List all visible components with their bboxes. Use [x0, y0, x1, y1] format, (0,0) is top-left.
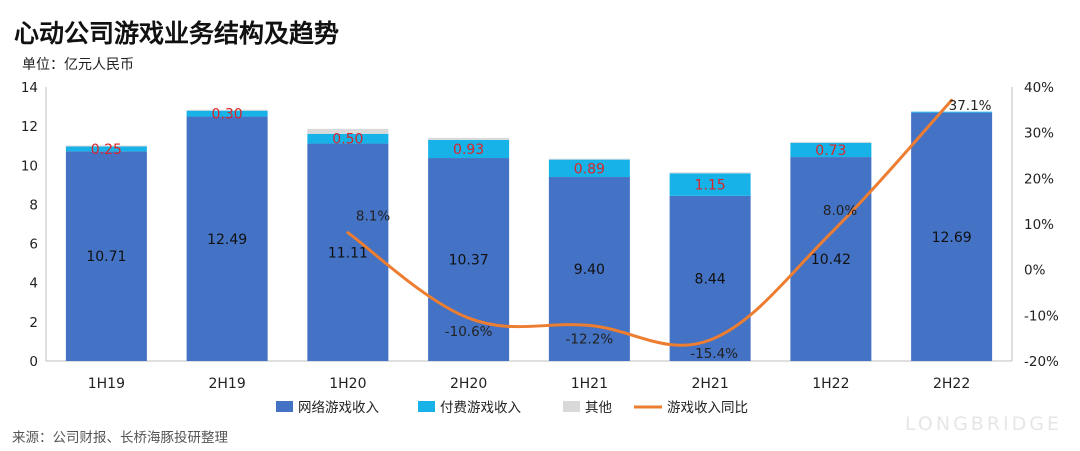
bar-other: [790, 141, 872, 143]
y-right-tick-label: 0%: [1024, 263, 1046, 279]
bar-paid-game: [669, 173, 751, 196]
bar-online-game: [428, 158, 510, 361]
bar-value-label-online: 10.42: [811, 252, 851, 268]
bar-paid-game: [307, 133, 389, 144]
bar-paid-game: [65, 146, 147, 152]
yoy-value-label: 37.1%: [949, 98, 992, 114]
x-category-label: 2H19: [209, 376, 246, 392]
y-left-tick-label: 4: [29, 276, 38, 292]
legend-yoy-label: 游戏收入同比: [667, 400, 748, 416]
bar-value-label-paid: 0.50: [332, 132, 363, 148]
x-category-label: 1H21: [571, 376, 608, 392]
bar-series: [65, 109, 993, 361]
legend-other-swatch: [563, 401, 580, 412]
x-category-label: 1H19: [88, 376, 125, 392]
bar-paid-game: [911, 111, 993, 113]
bar-value-label-online: 12.69: [932, 230, 972, 246]
yoy-value-label: 8.1%: [356, 209, 390, 225]
bar-value-label-paid: 1.15: [695, 178, 726, 194]
bar-value-label-paid: 0.25: [91, 142, 122, 158]
bar-value-label-online: 10.71: [86, 249, 126, 265]
chart-legend: 网络游戏收入 付费游戏收入 其他 游戏收入同比: [276, 400, 748, 416]
yoy-value-label: 8.0%: [823, 203, 857, 219]
bar-other: [548, 158, 630, 160]
watermark-logo: LONGBRIDGE: [905, 413, 1062, 435]
y-left-tick-label: 14: [21, 80, 38, 96]
bar-online-game: [669, 195, 751, 361]
y-left-tick-label: 2: [29, 315, 38, 331]
y-left-tick-label: 8: [29, 197, 38, 213]
bar-value-label-online: 8.44: [695, 271, 726, 287]
bar-value-label-paid: 0.73: [815, 143, 846, 159]
x-category-label: 2H20: [450, 376, 487, 392]
chart-axes: 0 2 4 6 8 10 12 14 -20% -10% 0% 10% 20% 30% 40% 1H19 2H1…: [21, 80, 1059, 392]
bar-other: [186, 109, 268, 111]
bar-value-label-paid: 0.93: [453, 142, 484, 158]
bar-value-label-online: 12.49: [207, 232, 247, 248]
unit-label: 单位：亿元人民币: [22, 57, 134, 73]
x-category-label: 1H22: [812, 376, 849, 392]
bar-paid-game: [186, 110, 268, 117]
bar-paid-game: [428, 139, 510, 159]
bar-paid-game: [548, 159, 630, 178]
x-category-label: 2H21: [692, 376, 729, 392]
y-right-tick-label: 10%: [1024, 217, 1054, 233]
legend-other-label: 其他: [585, 400, 612, 416]
x-category-label: 1H20: [329, 376, 366, 392]
bar-online-game: [911, 112, 993, 361]
bar-other: [428, 137, 510, 140]
bar-value-label-online: 11.11: [328, 245, 368, 261]
yoy-line-path: [346, 98, 954, 347]
legend-online-game-swatch: [276, 401, 293, 412]
yoy-line-series: 8.1% -10.6% -12.2% -15.4% 8.0% 37.1%: [346, 98, 992, 362]
yoy-value-label: -10.6%: [445, 324, 493, 340]
bar-other: [65, 145, 147, 147]
y-right-tick-label: 40%: [1024, 80, 1054, 96]
bar-labels: 10.71 0.25 12.49 0.30 11.11 0.50 10.37 0.93 9.40…: [86, 107, 971, 288]
chart-title: 心动公司游戏业务结构及趋势: [14, 19, 340, 48]
bar-online-game: [65, 151, 147, 361]
y-right-tick-label: -20%: [1024, 354, 1059, 370]
y-right-tick-label: 20%: [1024, 171, 1054, 187]
bar-paid-game: [790, 142, 872, 158]
bar-value-label-paid: 0.30: [212, 107, 243, 123]
bar-online-game: [186, 116, 268, 361]
legend-paid-game-label: 付费游戏收入: [440, 400, 521, 416]
bar-online-game: [790, 157, 872, 361]
y-right-tick-label: -10%: [1024, 308, 1059, 324]
y-left-tick-label: 12: [21, 119, 38, 135]
bar-value-label-online: 10.37: [449, 253, 489, 269]
bar-other: [307, 128, 389, 134]
x-category-label: 2H22: [933, 376, 970, 392]
y-left-tick-label: 10: [21, 158, 38, 174]
source-note: 来源：公司财报、长桥海豚投研整理: [12, 430, 228, 446]
legend-paid-game-swatch: [418, 401, 435, 412]
y-left-tick-label: 6: [29, 237, 38, 253]
y-left-tick-label: 0: [29, 354, 38, 370]
bar-value-label-online: 9.40: [574, 262, 605, 278]
yoy-value-label: -12.2%: [565, 331, 613, 347]
bar-other: [669, 172, 751, 174]
bar-value-label-paid: 0.89: [574, 161, 605, 177]
y-right-tick-label: 30%: [1024, 126, 1054, 142]
legend-online-game-label: 网络游戏收入: [298, 400, 379, 416]
yoy-value-label: -15.4%: [690, 346, 738, 362]
bar-online-game: [307, 143, 389, 361]
